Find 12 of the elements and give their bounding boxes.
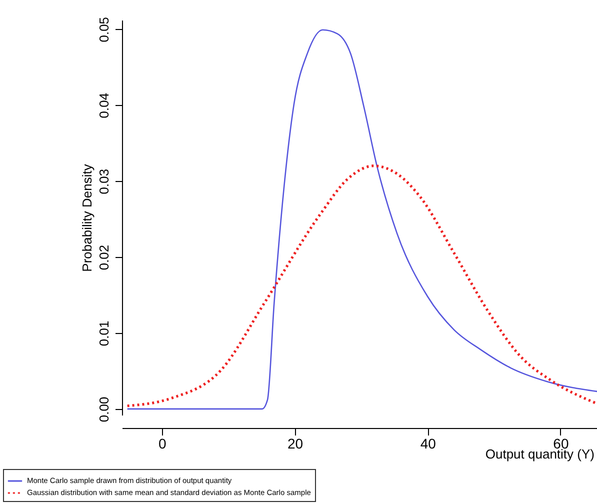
line-series bbox=[126, 164, 597, 408]
line-series bbox=[126, 29, 597, 410]
y-axis-title: Probability Density bbox=[80, 164, 94, 272]
y-tick-label: 0.03 bbox=[96, 168, 112, 194]
y-tick-label: 0.04 bbox=[96, 92, 112, 118]
y-tick-label: 0.00 bbox=[96, 396, 112, 422]
x-tick-label: 0 bbox=[158, 436, 166, 452]
x-tick-label: 40 bbox=[420, 436, 436, 452]
y-tick-label: 0.02 bbox=[96, 244, 112, 270]
x-tick-label: 20 bbox=[287, 436, 304, 452]
y-tick-label: 0.05 bbox=[96, 16, 112, 42]
y-tick-label: 0.01 bbox=[96, 320, 112, 346]
